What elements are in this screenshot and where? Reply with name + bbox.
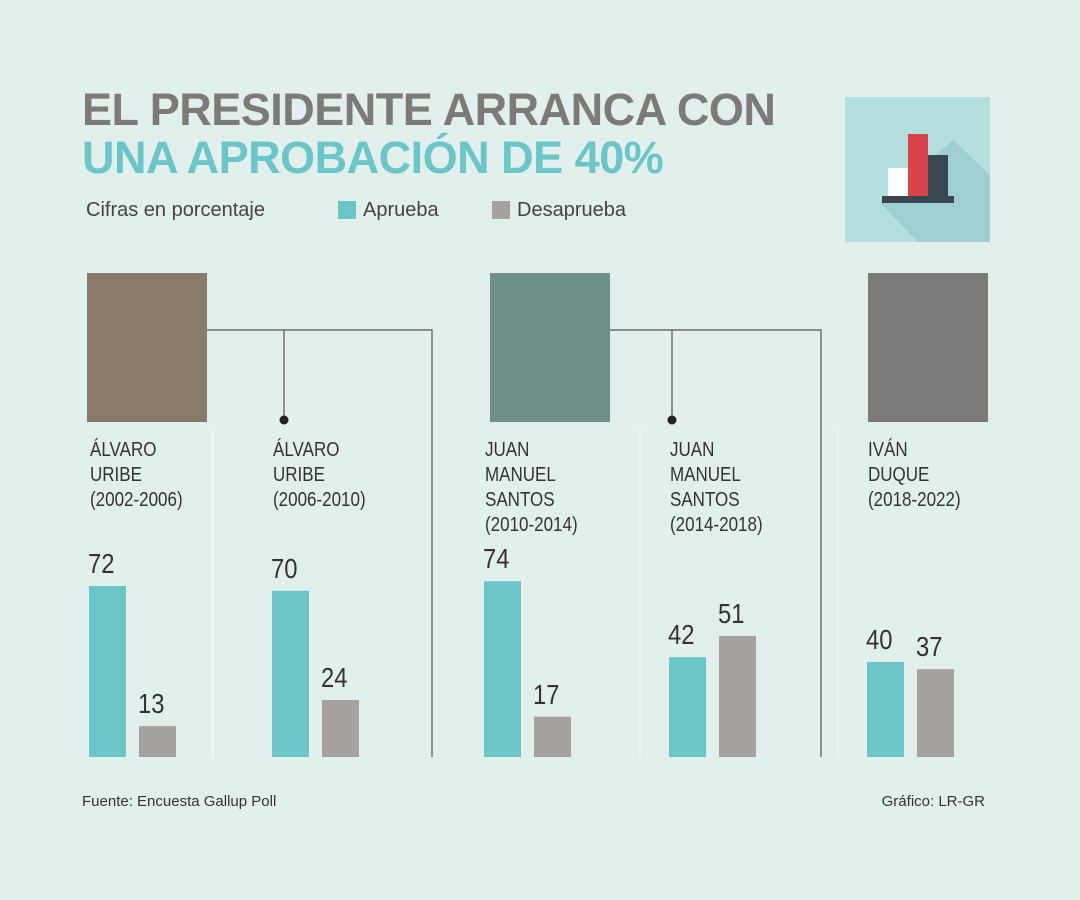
legend-label: Aprueba: [363, 199, 439, 221]
bar: [272, 590, 309, 757]
value-label: 24: [321, 662, 348, 693]
category-label: JUAN MANUEL SANTOS (2010-2014): [485, 439, 578, 536]
category-label: IVÁN DUQUE (2018-2022): [868, 439, 961, 511]
bar: [89, 586, 126, 757]
separators: [212, 430, 839, 757]
icon: [882, 196, 954, 203]
bar: [719, 635, 756, 757]
connectors: [207, 329, 822, 757]
chart-title: EL PRESIDENTE ARRANCA CON: [82, 84, 776, 135]
photo: [490, 273, 610, 422]
category-label: ÁLVARO URIBE (2002-2006): [90, 439, 183, 511]
icon: [908, 134, 928, 196]
icon: [888, 168, 910, 196]
value-label: 42: [668, 619, 695, 651]
note: Cifras en porcentaje: [86, 199, 265, 221]
value-label: 51: [718, 597, 745, 629]
value-label: 70: [271, 552, 298, 584]
value-label: 37: [916, 631, 943, 663]
dot: [667, 415, 677, 425]
bar: [917, 669, 954, 757]
bar: [484, 581, 521, 757]
photo: [868, 273, 988, 422]
legend-swatch: [492, 201, 510, 219]
category-label: ÁLVARO URIBE (2006-2010): [273, 439, 366, 511]
bar: [322, 700, 359, 757]
icon: [928, 155, 948, 196]
category-label: JUAN MANUEL SANTOS (2014-2018): [670, 439, 763, 536]
value-label: 17: [533, 678, 560, 710]
value-label: 72: [88, 548, 115, 579]
credit: Gráfico: LR-GR: [881, 793, 985, 810]
bar: [139, 726, 176, 757]
dot: [279, 415, 289, 425]
bar: [534, 716, 571, 757]
chart-subtitle: UNA APROBACIÓN DE 40%: [82, 132, 664, 183]
value-label: 13: [138, 688, 165, 720]
legend-swatch: [338, 201, 356, 219]
legend-label: Desaprueba: [517, 199, 626, 221]
bar: [867, 662, 904, 757]
photo: [87, 273, 207, 422]
source: Fuente: Encuesta Gallup Poll: [82, 793, 277, 810]
value-label: 40: [866, 624, 893, 655]
value-label: 74: [483, 543, 510, 575]
bar: [669, 657, 706, 757]
